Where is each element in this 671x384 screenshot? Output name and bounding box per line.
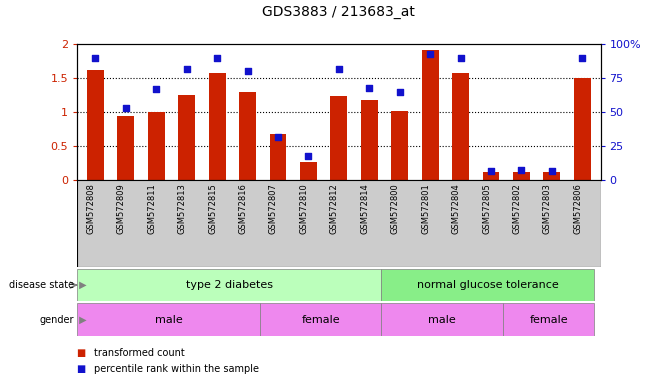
Bar — [452, 73, 469, 180]
Text: female: female — [529, 314, 568, 325]
Text: GSM572816: GSM572816 — [239, 183, 248, 234]
Text: ■: ■ — [77, 348, 89, 358]
Point — [516, 167, 527, 173]
Point — [151, 86, 162, 92]
Bar — [503, 303, 595, 336]
Point — [303, 153, 314, 159]
Point — [364, 85, 374, 91]
Text: GSM572815: GSM572815 — [208, 183, 217, 234]
Text: percentile rank within the sample: percentile rank within the sample — [94, 364, 259, 374]
Point — [425, 51, 435, 57]
Point — [242, 68, 253, 74]
Text: male: male — [429, 314, 456, 325]
Bar — [77, 303, 260, 336]
Text: GSM572808: GSM572808 — [87, 183, 95, 234]
Text: GSM572810: GSM572810 — [299, 183, 309, 234]
Text: GSM572804: GSM572804 — [452, 183, 460, 234]
Point — [395, 89, 405, 95]
Point — [181, 66, 192, 72]
Bar — [209, 73, 225, 180]
Bar — [513, 172, 530, 180]
Bar — [117, 116, 134, 180]
Bar — [239, 92, 256, 180]
Bar — [391, 111, 408, 180]
Bar — [381, 303, 503, 336]
Bar — [87, 70, 104, 180]
Text: transformed count: transformed count — [94, 348, 185, 358]
Point — [121, 105, 132, 111]
Text: GSM572802: GSM572802 — [513, 183, 521, 234]
Bar — [544, 172, 560, 180]
Text: GSM572807: GSM572807 — [269, 183, 278, 234]
Text: female: female — [301, 314, 340, 325]
Text: GSM572805: GSM572805 — [482, 183, 491, 234]
Point — [212, 55, 223, 61]
Text: GSM572809: GSM572809 — [117, 183, 126, 234]
Text: type 2 diabetes: type 2 diabetes — [186, 280, 273, 290]
Text: ▶: ▶ — [76, 280, 87, 290]
Bar — [300, 162, 317, 180]
Point — [272, 134, 283, 140]
Point — [486, 168, 497, 174]
Point — [455, 55, 466, 61]
Text: GSM572801: GSM572801 — [421, 183, 430, 234]
Bar — [148, 112, 164, 180]
Bar — [260, 303, 381, 336]
Point — [333, 66, 344, 72]
Text: GDS3883 / 213683_at: GDS3883 / 213683_at — [262, 5, 415, 19]
Bar — [422, 50, 439, 180]
Text: gender: gender — [40, 314, 74, 325]
Bar — [77, 180, 601, 267]
Text: GSM572803: GSM572803 — [543, 183, 552, 234]
Text: ▶: ▶ — [76, 314, 87, 325]
Text: GSM572811: GSM572811 — [147, 183, 156, 234]
Bar — [178, 95, 195, 180]
Point — [90, 55, 101, 61]
Text: GSM572812: GSM572812 — [330, 183, 339, 234]
Text: GSM572800: GSM572800 — [391, 183, 400, 234]
Bar — [77, 269, 381, 301]
Bar — [482, 172, 499, 180]
Bar — [270, 134, 287, 180]
Text: ■: ■ — [77, 364, 89, 374]
Point — [546, 168, 557, 174]
Text: normal glucose tolerance: normal glucose tolerance — [417, 280, 559, 290]
Bar — [381, 269, 595, 301]
Point — [577, 55, 588, 61]
Bar — [361, 100, 378, 180]
Bar — [574, 78, 590, 180]
Text: GSM572813: GSM572813 — [178, 183, 187, 234]
Text: male: male — [154, 314, 183, 325]
Text: disease state: disease state — [9, 280, 74, 290]
Bar — [331, 96, 347, 180]
Text: GSM572806: GSM572806 — [573, 183, 582, 234]
Text: GSM572814: GSM572814 — [360, 183, 369, 234]
